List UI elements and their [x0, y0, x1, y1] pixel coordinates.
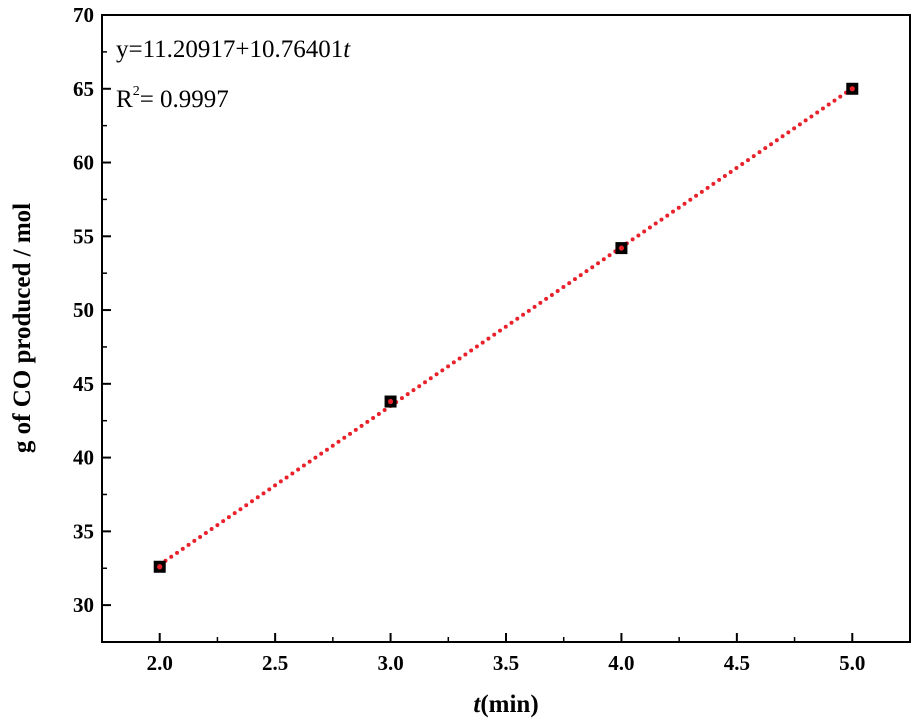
r-squared-label: R	[116, 86, 133, 113]
data-points	[153, 82, 859, 573]
equation-variable: t	[343, 36, 351, 63]
x-tick-label: 3.0	[377, 651, 403, 675]
x-tick-label: 5.0	[839, 651, 865, 675]
data-point-fit-dot	[849, 86, 855, 92]
equation-annotation: y=11.20917+10.76401t	[116, 36, 351, 63]
x-axis-title: t(min)	[473, 691, 538, 718]
y-tick-label: 65	[73, 77, 94, 101]
y-tick-label: 60	[73, 151, 94, 175]
y-tick-label: 40	[73, 446, 94, 470]
axis-ticks	[101, 14, 911, 643]
y-tick-label: 35	[73, 519, 94, 543]
axis-tick-labels: 2.0 2.5 3.0 3.5 4.0 4.5 5.0 30 35 40 45 50 55 60 65 70	[73, 3, 865, 675]
x-axis-title-unit: (min)	[480, 691, 538, 718]
data-point-fit-dot	[387, 398, 394, 405]
r-squared-value: = 0.9997	[140, 86, 229, 113]
x-tick-label: 4.0	[608, 651, 634, 675]
fit-line	[157, 86, 855, 567]
y-tick-label: 50	[73, 298, 94, 322]
data-point-fit-dot	[157, 564, 163, 570]
data-point-fit-dot	[618, 245, 625, 251]
r-squared-annotation: R2= 0.9997	[116, 84, 229, 113]
x-tick-label: 2.0	[147, 651, 173, 675]
equation-prefix: y=11.20917+10.76401	[116, 36, 343, 63]
y-tick-label: 45	[73, 372, 94, 396]
x-tick-label: 3.5	[493, 651, 519, 675]
y-tick-label: 55	[73, 224, 94, 248]
y-axis-title: g of CO produced / mol	[9, 203, 36, 453]
fit-line-group	[157, 86, 855, 567]
x-axis-title-variable: t	[473, 691, 481, 718]
y-tick-label: 70	[73, 3, 94, 27]
x-tick-label: 2.5	[262, 651, 288, 675]
r-squared-superscript: 2	[133, 84, 140, 99]
y-tick-label: 30	[73, 593, 94, 617]
x-tick-label: 4.5	[724, 651, 750, 675]
